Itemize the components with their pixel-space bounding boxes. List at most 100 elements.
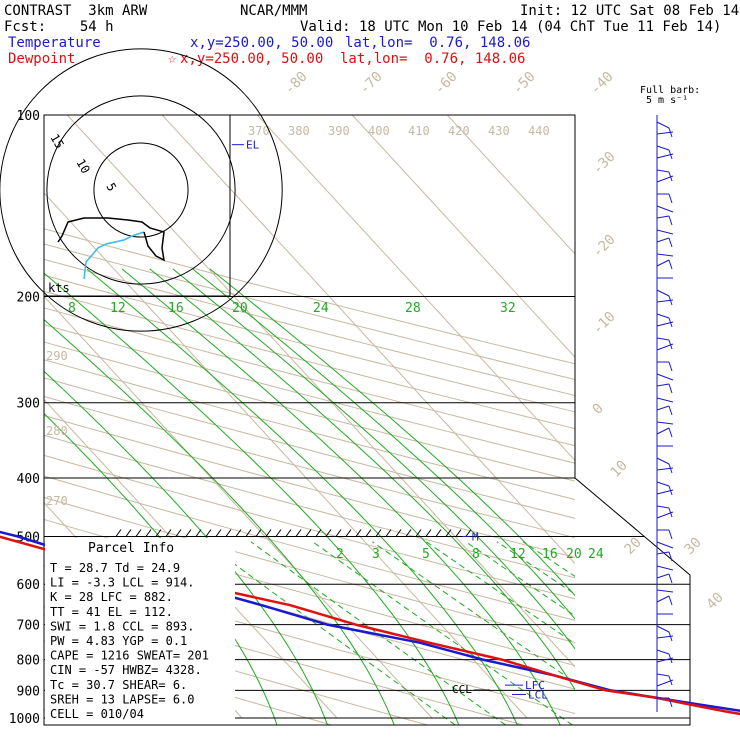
wind-barb — [656, 565, 674, 571]
isotherm-label: -10 — [590, 309, 619, 338]
moist-adiabat-line — [121, 268, 561, 725]
lcl-marker-label: LCL — [528, 688, 548, 701]
m-marker-label: M — [472, 530, 479, 543]
wind-barb — [656, 145, 670, 151]
wind-barb — [656, 253, 674, 257]
isotherm-line — [44, 295, 433, 719]
mixing-ratio-label: 24 — [588, 547, 604, 562]
dry-adiabat-line — [44, 454, 575, 600]
wind-barb — [656, 489, 674, 495]
moist-adiabat-line — [149, 268, 575, 691]
freezing-hatch — [285, 529, 292, 537]
freezing-hatch — [165, 529, 172, 537]
wind-barb — [656, 215, 670, 219]
hodograph-ring-label: 10 — [73, 157, 92, 177]
isotherm-line — [256, 115, 575, 462]
freezing-hatch — [245, 529, 252, 537]
freezing-hatch — [435, 529, 442, 537]
freezing-hatch — [455, 529, 462, 537]
wind-barb-feather — [668, 551, 673, 562]
dry-adiabat-line — [44, 614, 430, 725]
parcel-row: T = 28.7 Td = 24.9 — [50, 561, 180, 575]
wind-barb-feather — [668, 573, 673, 584]
theta-label: 290 — [46, 349, 68, 363]
mixing-ratio-label: 12 — [510, 547, 526, 562]
hodograph-ring-label: 15 — [47, 132, 66, 152]
freezing-hatch — [425, 529, 432, 537]
wind-barb — [656, 313, 670, 319]
isobar-label: 200 — [17, 291, 40, 306]
isotherm-label: -60 — [432, 69, 461, 98]
isobar-label: 700 — [17, 619, 40, 634]
el-marker-label: EL — [246, 139, 260, 152]
hodograph-trace-low — [83, 231, 145, 280]
freezing-hatch — [405, 529, 412, 537]
isobar-label: 600 — [17, 578, 40, 593]
freezing-hatch — [325, 529, 332, 537]
theta-label: 410 — [408, 124, 430, 138]
mixing-ratio-label: 16 — [542, 547, 558, 562]
dry-adiabat-line — [44, 496, 575, 644]
parcel-row: SWI = 1.8 CCL = 893. — [50, 619, 195, 633]
isobar-label: 300 — [17, 397, 40, 412]
wind-barb — [656, 551, 670, 555]
mixing-ratio-label: 5 — [422, 547, 430, 562]
isobar-label: 400 — [17, 472, 40, 487]
wind-barb — [656, 595, 670, 603]
temperature-xy: x,y=250.00, 50.00 — [190, 35, 334, 51]
wind-barb — [656, 673, 670, 677]
freezing-hatch — [225, 529, 232, 537]
freezing-hatch — [235, 529, 242, 537]
wind-barb — [656, 259, 670, 267]
moist-adiabat-line — [86, 268, 518, 725]
parcel-row: LI = -3.3 LCL = 914. — [50, 576, 195, 590]
isobar-label: 1000 — [9, 712, 40, 727]
theta-label: 380 — [288, 124, 310, 138]
ccl-marker-label: CCL — [452, 683, 472, 696]
wind-barb — [656, 589, 674, 593]
parcel-row: K = 28 LFC = 882. — [50, 590, 173, 604]
dry-adiabat-line — [44, 228, 575, 365]
freezing-hatch — [275, 529, 282, 537]
theta-label: 400 — [368, 124, 390, 138]
wind-barb — [656, 635, 674, 639]
model-name: CONTRAST 3km ARW — [4, 3, 148, 19]
wind-barb — [656, 373, 674, 381]
moist-adiabat-line — [44, 370, 328, 725]
wind-barb — [656, 343, 674, 351]
dry-adiabat-line — [44, 258, 575, 396]
freezing-hatch — [145, 529, 152, 537]
hodograph-ring — [46, 95, 236, 285]
theta-label: 270 — [46, 494, 68, 508]
dry-adiabat-line — [44, 434, 575, 579]
init-time: Init: 12 UTC Sat 08 Feb 14 — [520, 3, 740, 19]
wind-barb — [656, 481, 670, 487]
wind-barb — [656, 175, 674, 183]
freezing-hatch — [155, 529, 162, 537]
moist-adiabat-line — [192, 268, 575, 620]
isotherm-label: 0 — [590, 401, 607, 418]
hodograph: 15 10 5 kts — [0, 48, 283, 332]
freezing-hatch — [195, 529, 202, 537]
freezing-hatch — [355, 529, 362, 537]
theta-label: 280 — [46, 424, 68, 438]
wind-barb — [656, 505, 670, 509]
barb-units: 5 m s⁻¹ — [646, 95, 689, 106]
valid-time: Valid: 18 UTC Mon 10 Feb 14 (04 ChT Tue … — [300, 19, 722, 35]
forecast-hour: Fcst: 54 h — [4, 19, 114, 35]
dry-adiabat-line — [44, 589, 526, 725]
isotherm-label: 10 — [608, 458, 631, 481]
wind-barb — [656, 237, 670, 243]
isotherm-label: 30 — [682, 535, 705, 558]
freezing-hatch — [385, 529, 392, 537]
wind-barb — [656, 457, 670, 465]
isotherm-line — [351, 115, 575, 358]
dry-adiabat-line — [44, 243, 575, 380]
wind-barb — [656, 337, 670, 341]
isotherm-line — [44, 192, 528, 719]
isotherm-line — [66, 115, 575, 668]
wind-barb — [656, 289, 670, 297]
hodograph-units: kts — [48, 281, 70, 295]
parcel-info-panel: Parcel Info T = 28.7 Td = 24.9LI = -3.3 L… — [45, 538, 235, 724]
wind-barb-feather — [668, 427, 673, 438]
